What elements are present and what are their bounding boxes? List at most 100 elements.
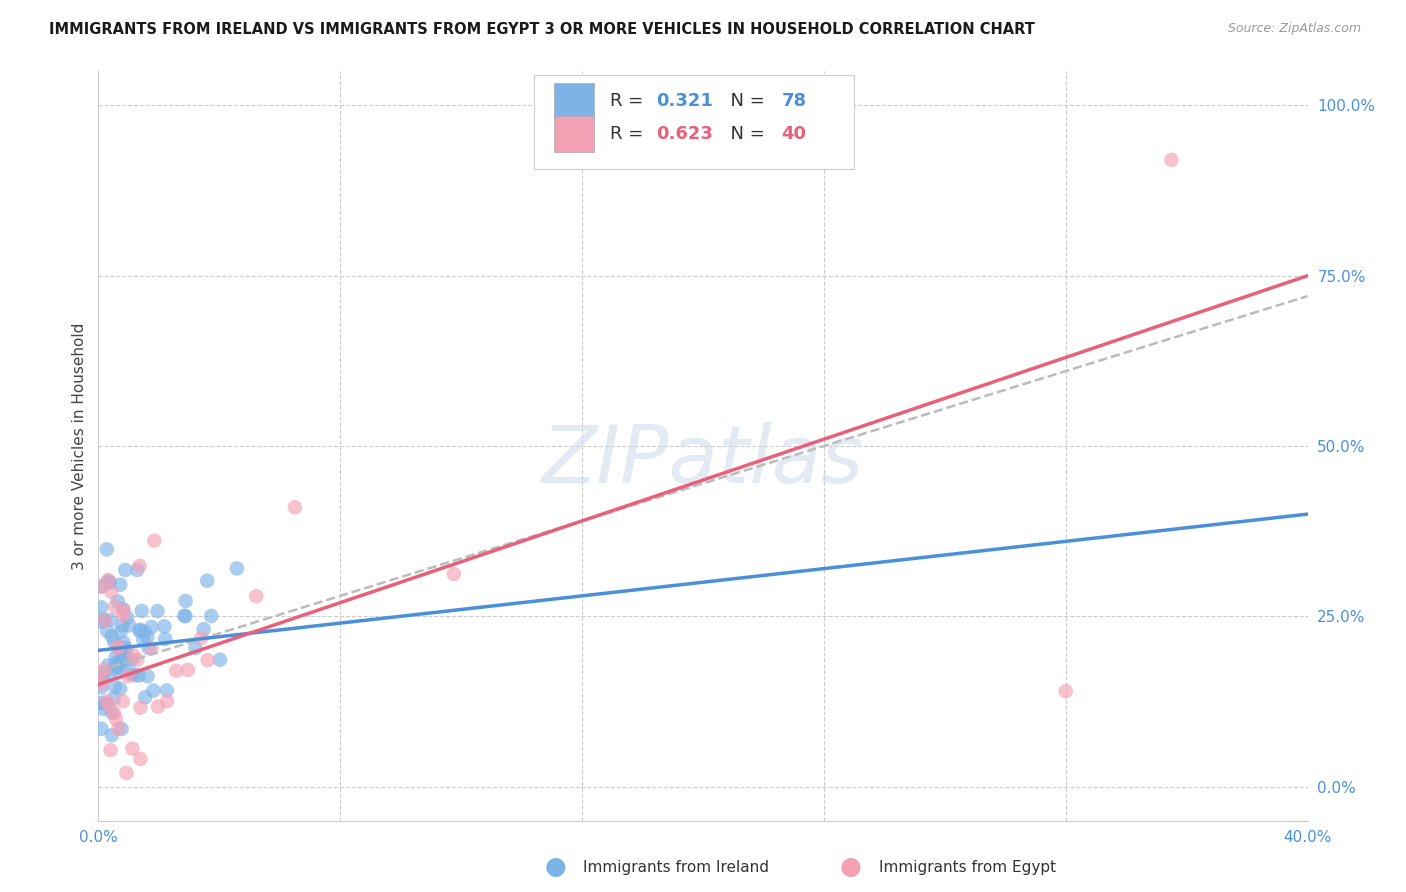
Point (103, 706, 125, 721)
Point (104, 657, 127, 671)
Point (114, 643, 136, 657)
Point (122, 648, 145, 662)
Point (93, 662, 115, 676)
Point (129, 623, 152, 637)
Point (90, 600, 112, 615)
Point (111, 694, 134, 708)
Point (104, 649, 127, 664)
Point (128, 558, 150, 573)
Point (111, 602, 134, 616)
Point (90, 676, 112, 690)
Text: Immigrants from Egypt: Immigrants from Egypt (879, 860, 1056, 874)
Point (132, 632, 155, 647)
Point (110, 643, 132, 657)
Point (153, 619, 176, 633)
Point (100, 613, 122, 627)
Point (155, 632, 177, 646)
Point (101, 706, 124, 720)
Text: Source: ZipAtlas.com: Source: ZipAtlas.com (1227, 22, 1361, 36)
Point (138, 640, 160, 655)
Point (195, 574, 218, 588)
Point (90, 681, 112, 695)
Point (165, 664, 187, 678)
Point (121, 741, 143, 756)
Point (1160, 153, 1182, 167)
Point (142, 683, 165, 698)
Point (111, 662, 134, 676)
Point (131, 604, 153, 618)
Point (98, 575, 121, 590)
Point (100, 743, 122, 757)
Point (90, 696, 112, 710)
Point (111, 618, 134, 632)
Text: 0.321: 0.321 (655, 92, 713, 110)
Point (136, 669, 159, 683)
Point (117, 669, 139, 683)
Point (141, 641, 163, 656)
Point (225, 561, 247, 575)
Point (112, 608, 135, 623)
Text: Immigrants from Ireland: Immigrants from Ireland (583, 860, 769, 874)
Text: 0.623: 0.623 (655, 125, 713, 143)
Point (156, 694, 179, 708)
Point (90, 615, 112, 629)
Point (136, 630, 159, 644)
FancyBboxPatch shape (554, 83, 595, 119)
Point (110, 654, 132, 668)
Point (110, 681, 132, 696)
Point (128, 668, 150, 682)
Point (93, 666, 115, 681)
Text: ●: ● (839, 855, 862, 879)
Point (107, 640, 129, 654)
Text: 78: 78 (782, 92, 807, 110)
Point (104, 599, 127, 614)
Point (1054, 684, 1077, 698)
Text: N =: N = (718, 125, 770, 143)
Text: IMMIGRANTS FROM IRELAND VS IMMIGRANTS FROM EGYPT 3 OR MORE VEHICLES IN HOUSEHOLD: IMMIGRANTS FROM IRELAND VS IMMIGRANTS FR… (49, 22, 1035, 37)
Point (120, 667, 142, 681)
Point (127, 653, 149, 667)
Point (94, 697, 117, 711)
Point (127, 563, 149, 577)
Point (141, 620, 163, 634)
Point (96, 542, 118, 557)
Point (100, 584, 122, 599)
Point (112, 649, 135, 664)
Point (97, 573, 120, 587)
Point (108, 654, 131, 668)
Point (115, 653, 138, 667)
Point (245, 589, 267, 603)
Point (93, 702, 115, 716)
Point (284, 500, 307, 515)
Point (97, 658, 120, 673)
Point (107, 658, 129, 673)
Text: ●: ● (544, 855, 567, 879)
Point (104, 712, 127, 726)
Point (190, 631, 212, 645)
Text: R =: R = (610, 125, 650, 143)
Point (110, 624, 132, 639)
Point (107, 722, 129, 736)
Point (112, 603, 135, 617)
Point (107, 660, 129, 674)
Point (193, 622, 215, 636)
Point (103, 691, 125, 706)
Point (121, 653, 143, 667)
Point (90, 579, 112, 593)
Point (98, 698, 121, 713)
Point (90, 669, 112, 683)
Text: ZIPatlas: ZIPatlas (541, 422, 865, 500)
Point (96, 694, 118, 708)
Point (146, 604, 169, 618)
Point (101, 629, 124, 643)
Point (90, 722, 112, 736)
Point (104, 680, 127, 694)
Point (107, 640, 129, 655)
Point (134, 624, 156, 639)
Point (115, 766, 138, 780)
Point (156, 683, 179, 698)
Y-axis label: 3 or more Vehicles in Household: 3 or more Vehicles in Household (72, 322, 87, 570)
Point (177, 663, 200, 677)
Point (128, 624, 150, 638)
Point (174, 594, 197, 608)
